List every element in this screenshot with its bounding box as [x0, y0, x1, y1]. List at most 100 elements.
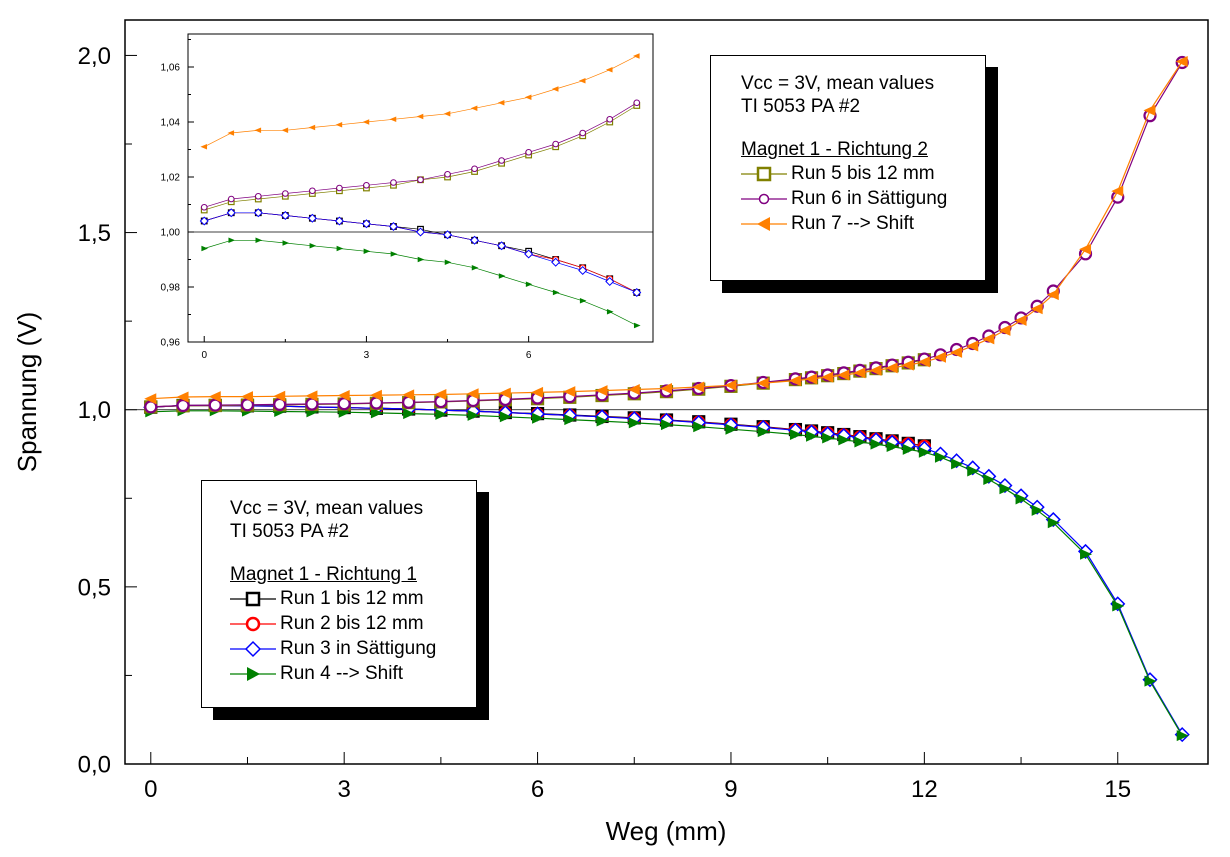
- main-y-tick-label: 2,0: [78, 43, 111, 70]
- inset-series-6-point: [390, 179, 397, 186]
- inset-series-6-point: [606, 115, 614, 123]
- main-x-tick-label: 15: [1104, 776, 1131, 803]
- inset-y-tick-label: 0,96: [161, 338, 181, 349]
- main-series-4-point: [370, 407, 383, 419]
- main-series-7-point: [627, 384, 640, 396]
- inset-series-6-point: [579, 129, 587, 137]
- inset-y-tick-label: 1,02: [161, 173, 181, 184]
- inset-series-6-point: [200, 203, 208, 211]
- legend-1-title: Magnet 1 - Richtung 1: [230, 564, 417, 585]
- inset-series-6-point: [227, 195, 235, 203]
- main-series-7-point: [240, 391, 253, 403]
- legend-entry-run-3: Run 3 in Sättigung: [230, 636, 476, 661]
- main-x-tick-label: 3: [337, 776, 350, 803]
- main-series-7-point: [692, 381, 705, 393]
- black-square-icon: [230, 591, 276, 606]
- main-series-4-point: [789, 429, 802, 441]
- main-series-7-point: [788, 375, 801, 387]
- legend-2-line-1: Vcc = 3V, mean values: [741, 73, 935, 94]
- inset-series-4-point: [606, 308, 614, 315]
- legend-1-line-2: TI 5053 PA #2: [230, 521, 350, 542]
- inset-series-4-point: [525, 281, 533, 288]
- inset-series-6: [200, 99, 641, 211]
- legend-entry-run-7: Run 7 --> Shift: [741, 211, 985, 236]
- main-series-4-point: [403, 408, 416, 420]
- legend-entry-run-2: Run 2 bis 12 mm: [230, 611, 476, 636]
- main-series-6-point: [176, 398, 190, 413]
- main-series-4-point: [1080, 548, 1093, 560]
- main-y-tick-label: 0,5: [78, 574, 111, 601]
- inset-series-4-point: [282, 240, 290, 246]
- inset-series-3-point: [253, 208, 263, 218]
- green-triangle-right-icon: [230, 666, 276, 681]
- main-series-4-point: [661, 419, 673, 431]
- main-series-7-point: [998, 324, 1011, 336]
- inset-series-3-point: [415, 227, 426, 237]
- inset-series-3-point: [307, 213, 317, 223]
- main-y-tick-label: 0,0: [78, 751, 111, 778]
- main-series-7-point: [1046, 289, 1059, 301]
- inset-series-4-point: [363, 248, 371, 255]
- inset-series-4-point: [390, 251, 398, 257]
- main-series-4-point: [499, 411, 512, 423]
- legend-label-run-7: Run 7 --> Shift: [791, 213, 915, 234]
- inset-series-6-point: [363, 181, 370, 189]
- purple-circle-icon: [741, 193, 787, 204]
- inset-series-4: [201, 237, 641, 329]
- inset-series-7-point: [335, 121, 343, 128]
- main-series-4-point: [1112, 600, 1125, 612]
- main-series-7-point: [402, 389, 415, 401]
- main-plot-frame: [124, 19, 1209, 765]
- inset-y-tick-label: 1,04: [161, 118, 181, 129]
- main-y-tick-label: 1,0: [78, 397, 111, 424]
- inset-series-4-point: [228, 237, 236, 244]
- main-series-7-point: [434, 388, 447, 400]
- main-series-7-point: [1111, 185, 1124, 197]
- main-series-7-point: [966, 340, 979, 352]
- inset-series-7-point: [200, 143, 208, 150]
- legend-label-run-3: Run 3 in Sättigung: [280, 638, 437, 659]
- legend-label-run-1: Run 1 bis 12 mm: [280, 588, 424, 609]
- main-series-4-point: [693, 421, 706, 433]
- main-series-4-point: [967, 465, 980, 477]
- main-series-7-point: [724, 379, 737, 391]
- inset-series-4-point: [471, 264, 479, 271]
- main-series-7-point: [369, 389, 382, 401]
- inset-series-3-point: [199, 216, 209, 226]
- x-axis-label: Weg (mm): [606, 816, 727, 846]
- inset-series-7-point: [551, 86, 559, 92]
- inset-series-7-point: [524, 94, 532, 101]
- inset-series-4-point: [417, 256, 425, 263]
- main-series-3-point: [1029, 499, 1045, 515]
- main-series-7-point: [901, 359, 914, 371]
- inset-series-6-point: [309, 187, 316, 195]
- main-series-7-point: [917, 356, 930, 368]
- main-series-7-point: [982, 333, 995, 345]
- inset-series-6-point: [444, 170, 451, 178]
- legend-label-run-5: Run 5 bis 12 mm: [791, 163, 935, 184]
- main-series-4-point: [806, 430, 819, 442]
- main-series-7-point: [563, 386, 576, 398]
- inset-series-4-point: [309, 242, 317, 249]
- main-series-7-point: [208, 391, 221, 403]
- inset-y-tick-label: 0,98: [161, 283, 181, 294]
- inset-y-tick-label: 1,06: [161, 63, 181, 74]
- inset-series-3-point: [388, 221, 398, 232]
- main-series-7-point: [1175, 55, 1188, 67]
- legend-2-line-2: TI 5053 PA #2: [741, 96, 861, 117]
- main-series-7-point: [1079, 243, 1092, 255]
- main-series-4-point: [1031, 504, 1044, 516]
- inset-plot-frame: [187, 33, 654, 343]
- main-series-7-point: [1030, 303, 1043, 315]
- main-series-7-point: [756, 377, 769, 389]
- inset-series-6-point: [417, 176, 424, 184]
- main-x-tick-label: 12: [911, 776, 938, 803]
- inset-series-6-point: [552, 140, 559, 148]
- inset-x-tick-label: 3: [364, 350, 370, 361]
- inset-series-7-point: [308, 124, 316, 131]
- inset-series-3-point: [497, 241, 507, 251]
- inset-series-7-point: [443, 110, 451, 117]
- main-series-4-point: [1144, 675, 1157, 687]
- main-series-4-point: [532, 412, 545, 424]
